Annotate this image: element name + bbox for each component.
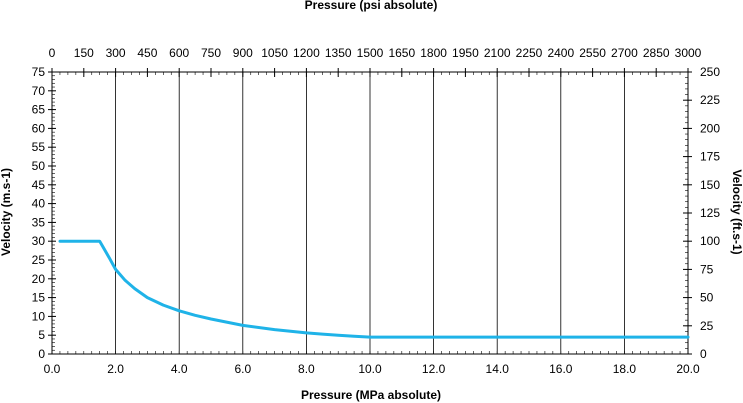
y-tick-label: 10 <box>32 309 46 323</box>
y2-tick-label: 175 <box>700 150 720 164</box>
y2-tick-label: 25 <box>700 319 714 333</box>
y2-tick-label: 200 <box>700 121 720 135</box>
y2-tick-label: 150 <box>700 178 720 192</box>
y2-tick-label: 0 <box>700 347 707 361</box>
y-tick-label: 60 <box>32 121 46 135</box>
x2-tick-label: 1950 <box>452 46 479 60</box>
x2-tick-label: 1350 <box>325 46 352 60</box>
grid-layer <box>51 72 689 354</box>
x2-tick-label: 300 <box>106 46 126 60</box>
x2-tick-label: 0 <box>49 46 56 60</box>
x2-tick-label: 3000 <box>675 46 702 60</box>
plot-frame <box>51 71 689 355</box>
x2-tick-label: 2400 <box>547 46 574 60</box>
x2-tick-label: 750 <box>201 46 221 60</box>
velocity-series-line <box>58 239 690 339</box>
x2-tick-label: 150 <box>74 46 94 60</box>
x2-tick-label: 450 <box>137 46 157 60</box>
y-tick-label: 5 <box>38 328 45 342</box>
y-tick-label: 75 <box>32 65 46 79</box>
y-tick-label: 40 <box>32 197 46 211</box>
tick-labels-layer: 0.0 2.0 4.0 6.0 8.0 10.0 12.0 14.0 16.0 18.0 20.00… <box>32 46 721 376</box>
x-tick-label: 2.0 <box>107 362 124 376</box>
x-tick-label: 18.0 <box>613 362 637 376</box>
x2-tick-label: 2100 <box>484 46 511 60</box>
y-tick-label: 30 <box>32 234 46 248</box>
x2-tick-label: 2250 <box>516 46 543 60</box>
x-tick-label: 4.0 <box>171 362 188 376</box>
x2-tick-label: 900 <box>233 46 253 60</box>
y-tick-label: 15 <box>32 291 46 305</box>
y2-tick-label: 250 <box>700 65 720 79</box>
x2-tick-label: 1650 <box>388 46 415 60</box>
y-tick-label: 0 <box>38 347 45 361</box>
y-tick-label: 70 <box>32 84 46 98</box>
y2-axis-title: Velocity (ft.s-1) <box>730 169 743 254</box>
x2-axis-title: Pressure (psi absolute) <box>305 0 438 12</box>
y2-tick-label: 225 <box>700 93 720 107</box>
x-tick-label: 14.0 <box>486 362 510 376</box>
x2-tick-label: 2550 <box>579 46 606 60</box>
y-tick-label: 20 <box>32 272 46 286</box>
x2-tick-label: 2850 <box>643 46 670 60</box>
y-tick-label: 25 <box>32 253 46 267</box>
y-tick-label: 65 <box>32 103 46 117</box>
y-tick-label: 45 <box>32 178 46 192</box>
x-tick-label: 10.0 <box>358 362 382 376</box>
y-tick-label: 50 <box>32 159 46 173</box>
y2-tick-label: 75 <box>700 262 714 276</box>
y2-tick-label: 50 <box>700 291 714 305</box>
x2-tick-label: 1050 <box>261 46 288 60</box>
y-tick-label: 55 <box>32 140 46 154</box>
y-tick-label: 35 <box>32 215 46 229</box>
x2-tick-label: 600 <box>169 46 189 60</box>
y-axis-title: Velocity (m.s-1) <box>0 168 13 256</box>
x-axis-title: Pressure (MPa absolute) <box>301 388 441 402</box>
x2-tick-label: 2700 <box>611 46 638 60</box>
y2-tick-label: 125 <box>700 206 720 220</box>
y2-tick-label: 100 <box>700 234 720 248</box>
x-tick-label: 20.0 <box>676 362 700 376</box>
x-tick-label: 16.0 <box>549 362 573 376</box>
x-tick-label: 6.0 <box>234 362 251 376</box>
series-layer <box>58 239 690 339</box>
x-tick-label: 0.0 <box>44 362 61 376</box>
x-tick-label: 8.0 <box>298 362 315 376</box>
x2-tick-label: 1200 <box>293 46 320 60</box>
x2-tick-label: 1500 <box>357 46 384 60</box>
x2-tick-label: 1800 <box>420 46 447 60</box>
x-tick-label: 12.0 <box>422 362 446 376</box>
